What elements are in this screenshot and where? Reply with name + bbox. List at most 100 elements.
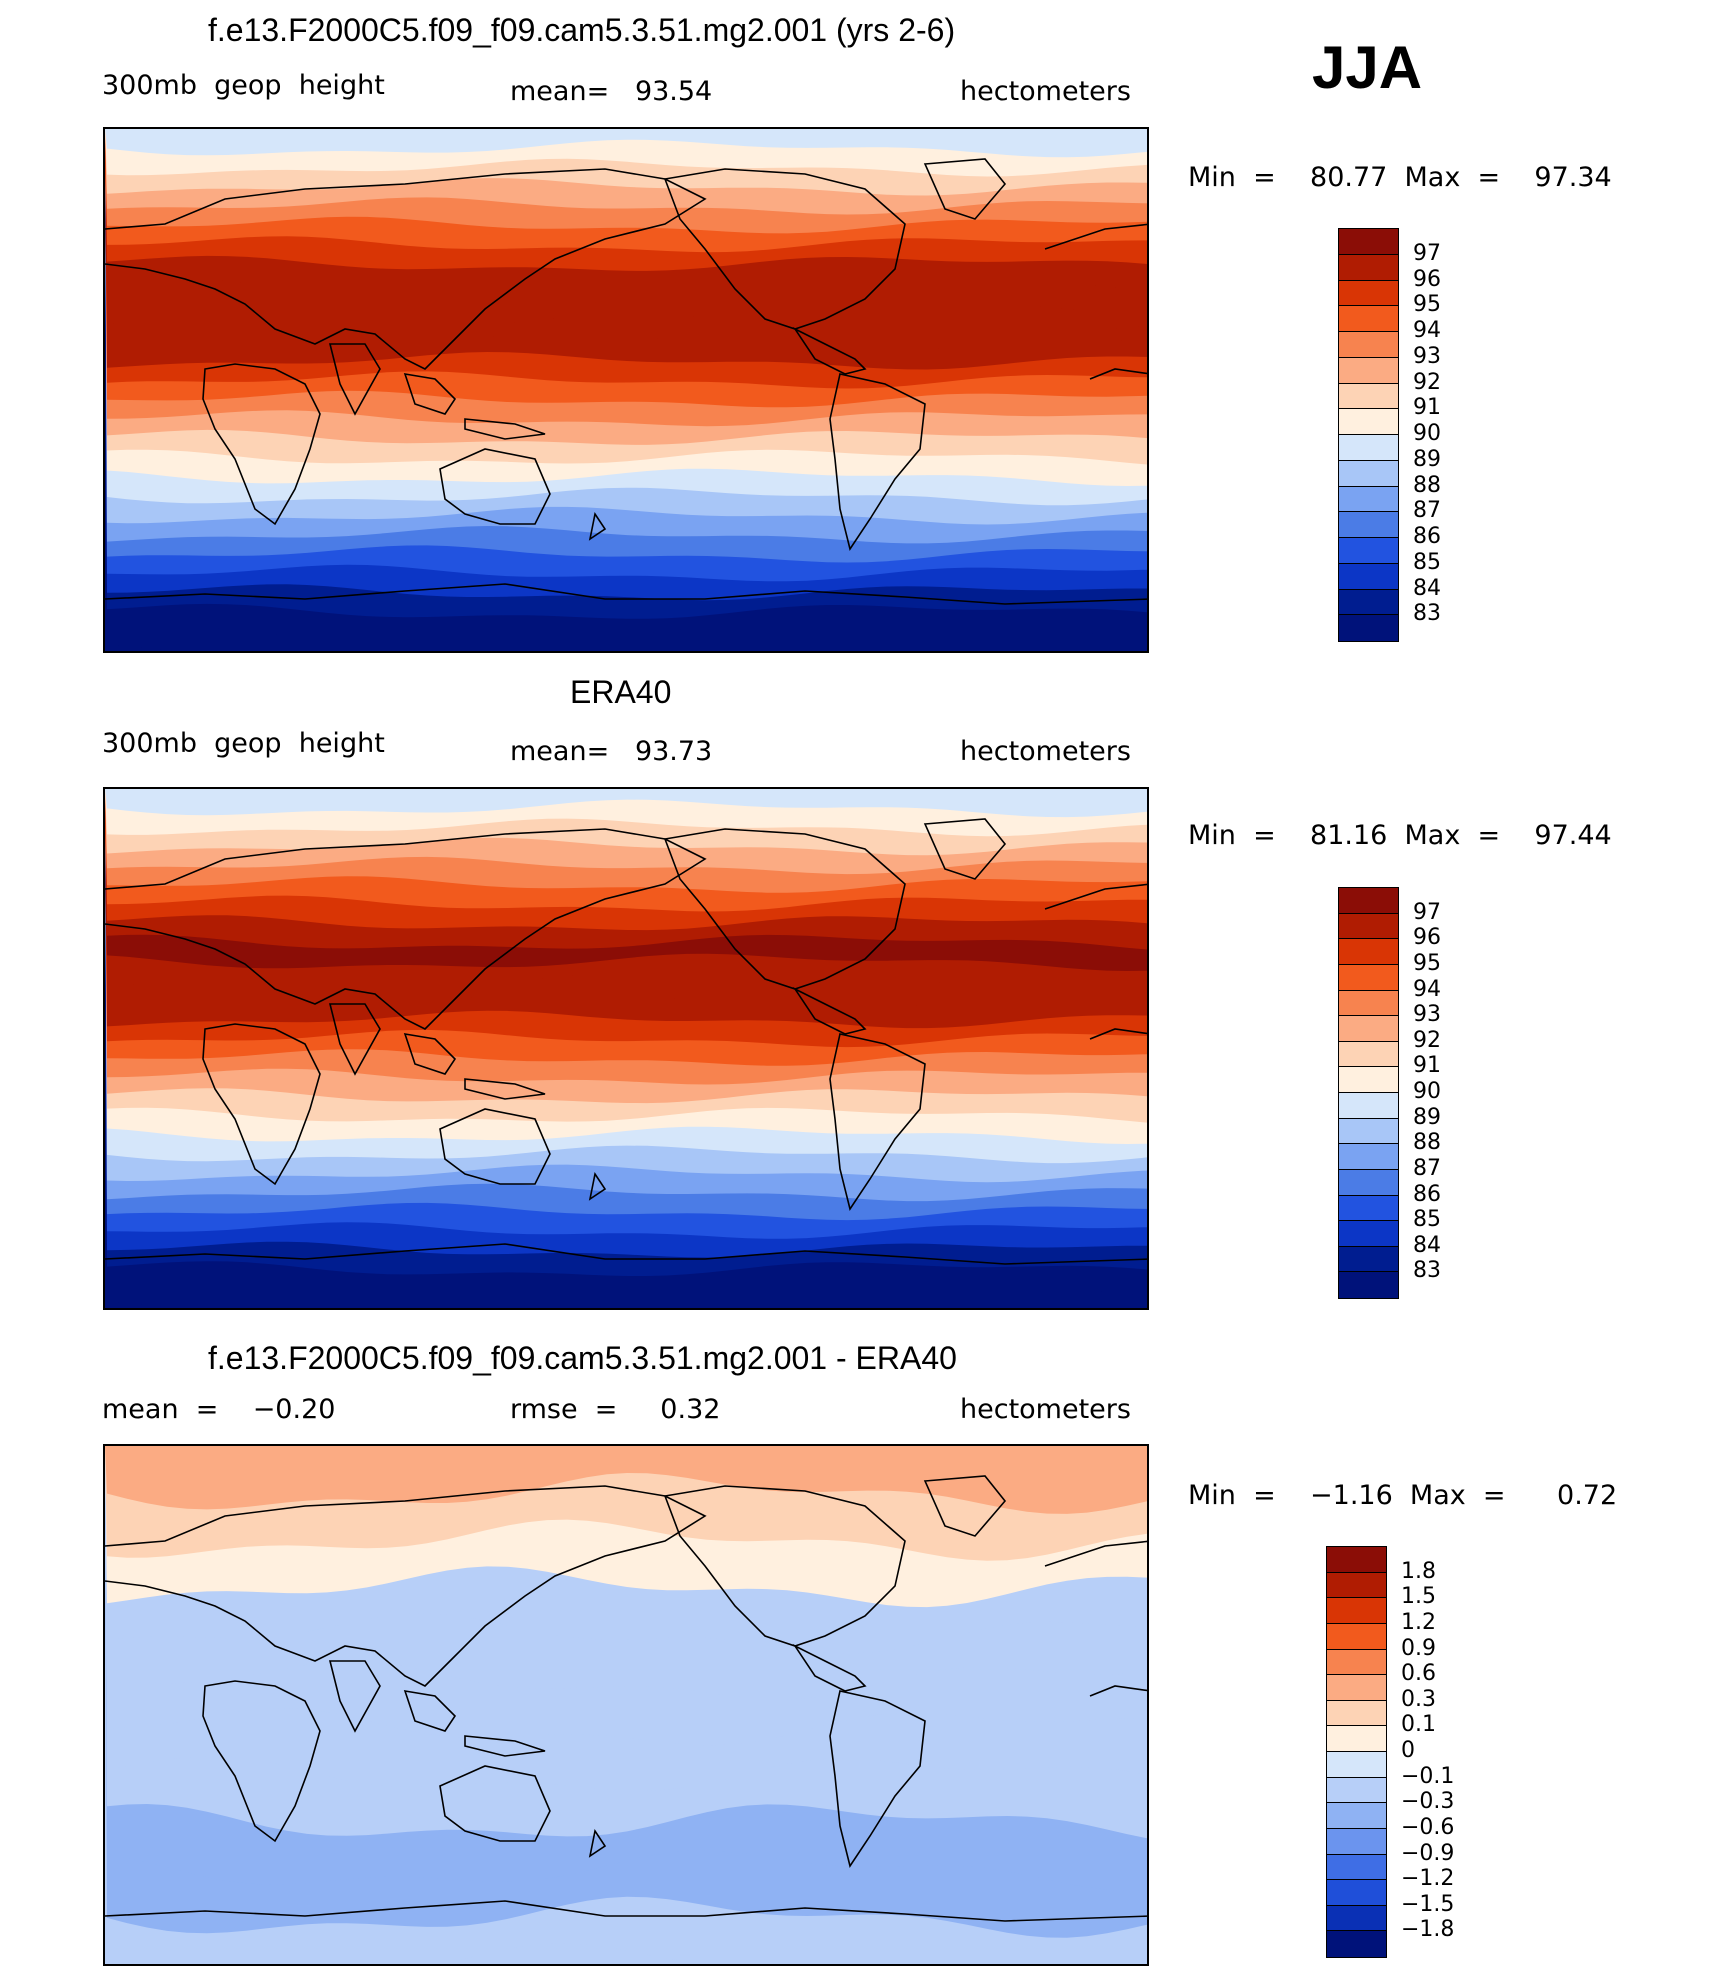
colorbar-tick-label: 88: [1413, 472, 1441, 498]
colorbar-swatch: [1339, 357, 1398, 384]
colorbar-tick-label: −1.5: [1401, 1891, 1455, 1917]
colorbar-swatch: [1339, 435, 1398, 461]
colorbar-tick-label: 1.8: [1401, 1558, 1436, 1584]
colorbar-swatch: [1327, 1803, 1386, 1829]
colorbar-swatch: [1339, 409, 1398, 435]
colorbar-tick-label: 83: [1413, 601, 1441, 627]
colorbar-swatch: [1339, 460, 1398, 487]
colorbar-swatch: [1339, 332, 1398, 358]
colorbar-tick-label: 87: [1413, 1155, 1441, 1181]
colorbar-swatch: [1339, 1067, 1398, 1093]
min-max-label: Min = 81.16 Max = 97.44: [1188, 820, 1612, 851]
map-canvas: [105, 129, 1147, 651]
colorbar-tick-label: 0.3: [1401, 1686, 1436, 1712]
panel-title: f.e13.F2000C5.f09_f09.cam5.3.51.mg2.001 …: [208, 1340, 957, 1376]
colorbar-tick-label: 1.5: [1401, 1584, 1436, 1610]
colorbar-swatch: [1327, 1675, 1386, 1701]
colorbar-swatch: [1339, 939, 1398, 965]
colorbar-tick-label: 97: [1413, 240, 1441, 266]
season-label: JJA: [1312, 34, 1423, 101]
colorbar-tick-label: −0.1: [1401, 1763, 1455, 1789]
colorbar-tick-label: 91: [1413, 395, 1441, 421]
mean-label: mean = −0.20: [102, 1394, 336, 1425]
units-label: hectometers: [960, 736, 1131, 767]
colorbar-swatch: [1339, 1272, 1398, 1298]
variable-label: 300mb geop height: [102, 728, 385, 759]
colorbar-swatch: [1327, 1547, 1386, 1573]
colorbar-swatch: [1327, 1598, 1386, 1624]
contour-band: [105, 129, 1147, 158]
colorbar-tick-label: 84: [1413, 1232, 1441, 1258]
colorbar-tick-label: 86: [1413, 1181, 1441, 1207]
colorbar-tick-label: 85: [1413, 1207, 1441, 1233]
min-max-label: Min = 80.77 Max = 97.34: [1188, 162, 1612, 193]
units-label: hectometers: [960, 76, 1131, 107]
colorbar-tick-label: 97: [1413, 899, 1441, 925]
colorbar-swatch: [1339, 280, 1398, 307]
colorbar-tick-label: 88: [1413, 1130, 1441, 1156]
mean-label: mean= 93.54: [510, 76, 713, 107]
colorbar-tick-label: 93: [1413, 1002, 1441, 1028]
colorbar-swatch: [1339, 1169, 1398, 1196]
colorbar-swatch: [1339, 964, 1398, 991]
colorbar-swatch: [1327, 1777, 1386, 1804]
colorbar-tick-label: −1.2: [1401, 1866, 1455, 1892]
colorbar-swatch: [1339, 589, 1398, 616]
colorbar-swatch: [1339, 538, 1398, 564]
colorbar-swatch: [1339, 1246, 1398, 1273]
colorbar-swatch: [1339, 990, 1398, 1017]
colorbar-tick-label: 94: [1413, 318, 1441, 343]
colorbar-tick-label: 1.2: [1401, 1609, 1436, 1635]
colorbar-tick-label: 95: [1413, 950, 1441, 976]
colorbar-swatch: [1327, 1931, 1386, 1957]
contour-map: [103, 1444, 1149, 1966]
variable-label: 300mb geop height: [102, 70, 385, 101]
colorbar-swatch: [1339, 254, 1398, 281]
contour-band: [105, 1446, 1147, 1514]
colorbar-tick-label: 84: [1413, 575, 1441, 601]
colorbar-swatch: [1339, 1016, 1398, 1042]
colorbar-tick-label: 91: [1413, 1053, 1441, 1079]
colorbar-swatch: [1327, 1880, 1386, 1906]
coastlines: [105, 1475, 1147, 1922]
contour-band: [105, 789, 1147, 818]
colorbar-swatch: [1339, 1221, 1398, 1247]
coastlines: [105, 158, 1147, 605]
colorbar-tick-label: 95: [1413, 292, 1441, 318]
colorbar-tick-label: 90: [1413, 421, 1441, 446]
colorbar-swatch: [1327, 1854, 1386, 1881]
colorbar-swatch: [1339, 1041, 1398, 1068]
colorbar-tick-label: 87: [1413, 498, 1441, 524]
colorbar-tick-label: 92: [1413, 369, 1441, 395]
colorbar-swatch: [1339, 229, 1398, 255]
colorbar-tick-label: 89: [1413, 1104, 1441, 1130]
rmse-label: rmse = 0.32: [510, 1394, 721, 1425]
colorbar-tick-label: 96: [1413, 266, 1441, 292]
min-max-label: Min = −1.16 Max = 0.72: [1188, 1480, 1618, 1511]
colorbar-tick-label: 92: [1413, 1027, 1441, 1053]
colorbar-tick-label: 83: [1413, 1258, 1441, 1284]
colorbar: [1338, 887, 1399, 1299]
colorbar-swatch: [1339, 1144, 1398, 1170]
panel-title: ERA40: [570, 674, 672, 710]
coastlines: [105, 818, 1147, 1265]
colorbar-swatch: [1339, 888, 1398, 914]
units-label: hectometers: [960, 1394, 1131, 1425]
colorbar-tick-label: 94: [1413, 976, 1441, 1002]
colorbar-swatch: [1327, 1649, 1386, 1676]
colorbar-swatch: [1339, 615, 1398, 641]
colorbar-swatch: [1327, 1572, 1386, 1599]
colorbar-tick-label: 85: [1413, 549, 1441, 575]
colorbar-swatch: [1327, 1905, 1386, 1932]
colorbar-swatch: [1327, 1752, 1386, 1778]
contour-map: [103, 787, 1149, 1310]
contour-map: [103, 127, 1149, 653]
colorbar-swatch: [1339, 563, 1398, 590]
colorbar-swatch: [1339, 306, 1398, 332]
mean-label: mean= 93.73: [510, 736, 713, 767]
colorbar: [1326, 1546, 1387, 1958]
colorbar-tick-label: 0.6: [1401, 1661, 1436, 1687]
map-canvas: [105, 1446, 1147, 1964]
colorbar-swatch: [1339, 913, 1398, 940]
colorbar-tick-label: −1.8: [1401, 1917, 1455, 1943]
